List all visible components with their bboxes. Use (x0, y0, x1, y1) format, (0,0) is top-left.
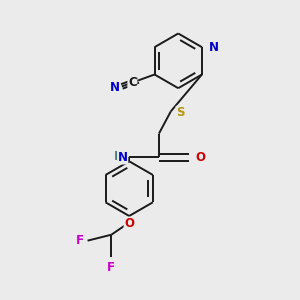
Text: N: N (118, 151, 128, 164)
Text: H: H (114, 150, 124, 163)
Text: O: O (195, 151, 205, 164)
Text: S: S (176, 106, 185, 119)
Text: C: C (128, 76, 137, 89)
Text: O: O (124, 218, 134, 230)
Text: N: N (110, 81, 119, 94)
Text: N: N (208, 41, 218, 54)
Text: F: F (107, 261, 116, 274)
Text: F: F (76, 234, 84, 247)
